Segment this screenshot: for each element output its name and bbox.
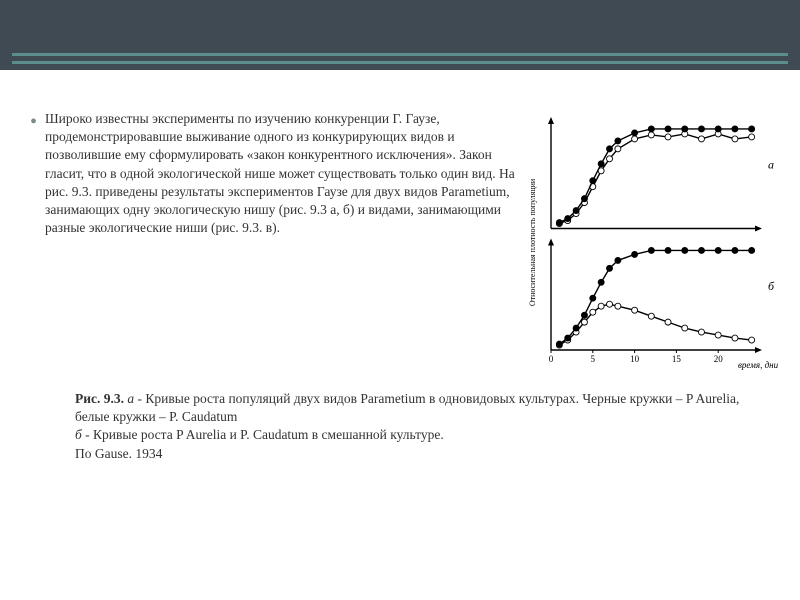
panel-b-letter: б <box>75 427 82 442</box>
slide-header-bar <box>0 0 800 70</box>
content-row: • Широко известны эксперименты по изучен… <box>0 70 800 378</box>
svg-text:б: б <box>768 279 775 293</box>
svg-text:а: а <box>768 157 774 171</box>
svg-text:Относительная плотность популя: Относительная плотность популяции <box>528 178 537 306</box>
svg-text:5: 5 <box>591 354 596 364</box>
bullet-dot-icon: • <box>30 110 37 132</box>
bullet-item: • Широко известны эксперименты по изучен… <box>30 110 515 238</box>
fig-label: Рис. 9.3. <box>75 391 124 406</box>
svg-text:10: 10 <box>630 354 640 364</box>
svg-text:время, дни: время, дни <box>738 360 779 370</box>
caption-line-a: - Кривые роста популяций двух видов Para… <box>75 391 739 424</box>
body-paragraph: Широко известны эксперименты по изучению… <box>45 110 515 238</box>
svg-text:15: 15 <box>672 354 682 364</box>
svg-text:0: 0 <box>549 354 554 364</box>
svg-text:20: 20 <box>714 354 724 364</box>
figure-caption: Рис. 9.3. а - Кривые роста популяций дву… <box>0 378 800 463</box>
growth-curves-chart: а б 0 5 10 15 20 время, дни Относительная плотно… <box>525 115 780 370</box>
text-column: • Широко известны эксперименты по изучен… <box>30 110 515 370</box>
chart-column: а б 0 5 10 15 20 время, дни Относительная плотно… <box>525 110 780 370</box>
caption-source: По Gause. 1934 <box>75 446 162 461</box>
caption-line-b: - Кривые роста P Aurelia и P. Caudatum в… <box>82 427 444 442</box>
